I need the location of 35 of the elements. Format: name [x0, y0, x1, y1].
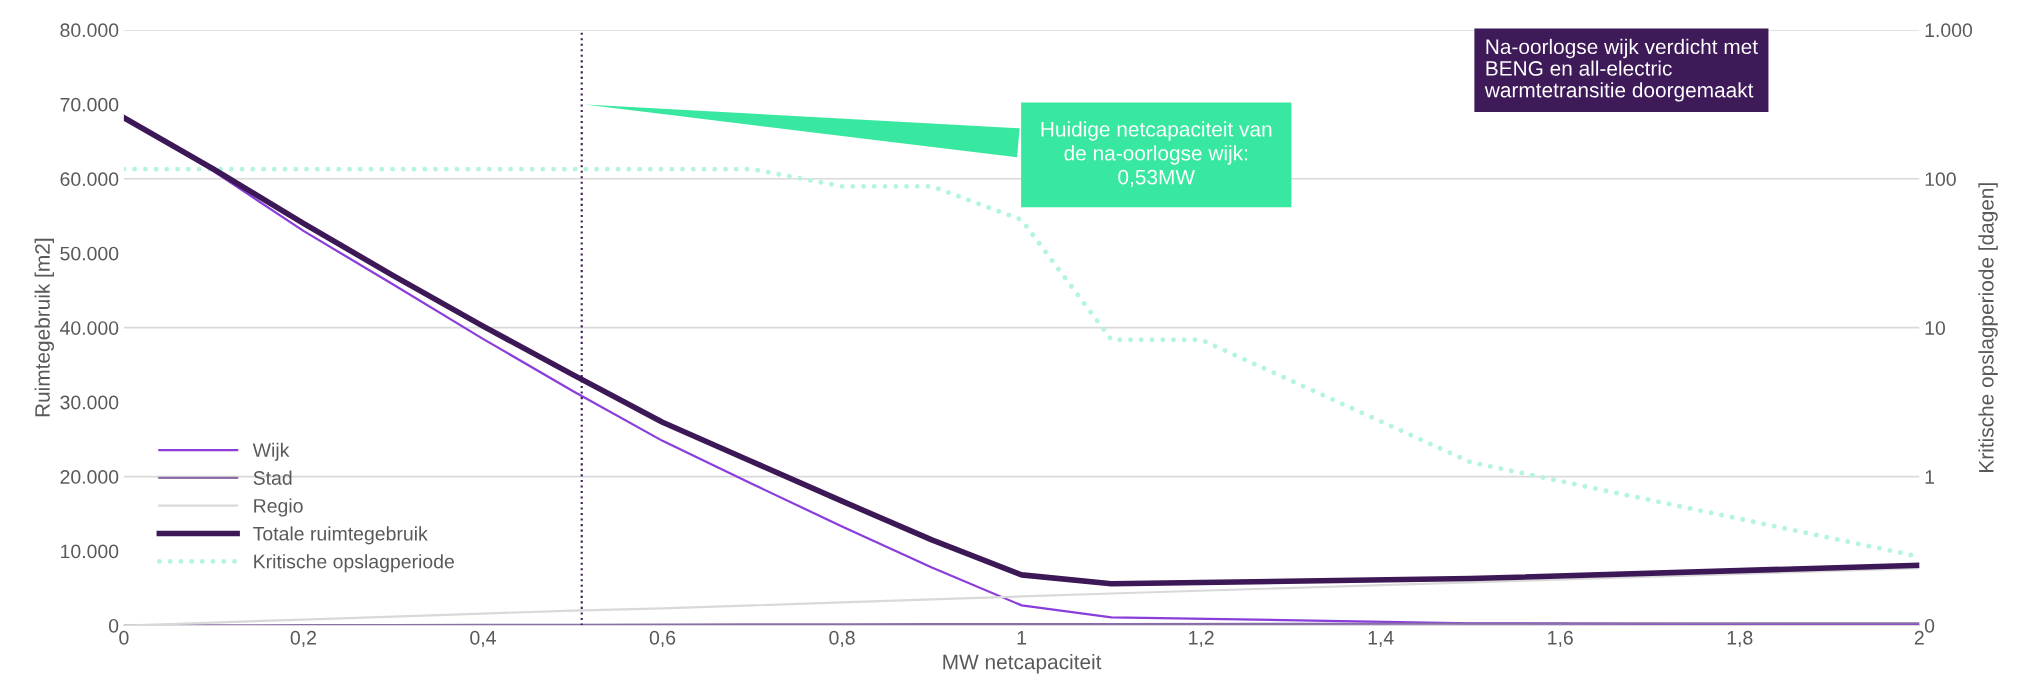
y-axis-title: Ruimtegebruik [m2] [34, 238, 55, 417]
y-tick-label: 40.000 [60, 321, 119, 335]
y-tick-label: 0 [108, 618, 119, 633]
y2-tick-label: 10 [1925, 321, 1946, 335]
y2-tick-label: 0 [1924, 618, 1935, 633]
y-tick-label: 60.000 [60, 172, 119, 187]
y2-tick-label: 1 [1925, 470, 1935, 484]
legend-label: Totale ruimtegebruik [253, 526, 428, 545]
x-tick-label: 2 [1914, 630, 1924, 645]
x-tick-label: 1 [1017, 631, 1027, 645]
y-tick-label: 30.000 [60, 395, 119, 410]
x-tick-label: 1,6 [1548, 630, 1573, 647]
y-tick-label: 20.000 [60, 470, 119, 484]
legend-label: Wijk [252, 442, 290, 461]
annotation: Na-oorlogse wijk verdicht met BENG en all-electric warmtetransitie doorgemaakt [1484, 38, 1758, 102]
x-tick-label: 1,4 [1368, 631, 1394, 647]
y-tick-label: 80.000 [60, 23, 119, 38]
y2-axis-title: Kritische opslagperiode [dagen] [1978, 183, 1998, 472]
y2-tick-label: 100 [1925, 172, 1956, 187]
x-tick-label: 0,2 [290, 630, 316, 647]
legend-label: Kritische opslagperiode [254, 554, 454, 573]
y-tick-label: 10.000 [61, 544, 119, 559]
x-tick-label: 0,4 [470, 630, 496, 647]
legend-label: Regio [254, 498, 303, 517]
y-tick-label: 50.000 [60, 246, 119, 261]
y2-tick-label: 1.000 [1925, 23, 1973, 38]
x-tick-label: 0 [119, 630, 129, 645]
y-tick-label: 70.000 [60, 97, 119, 112]
x-axis-title: MW netcapaciteit [943, 654, 1102, 674]
x-tick-label: 0,8 [829, 630, 855, 647]
x-tick-label: 0,6 [649, 630, 676, 647]
annotation: Huidige netcapaciteit van de na-oorlogse wijk: 0,53MW [1041, 121, 1272, 187]
x-tick-label: 1,2 [1189, 630, 1214, 647]
x-tick-label: 1,8 [1727, 630, 1753, 647]
legend-label: Stad [253, 470, 292, 485]
